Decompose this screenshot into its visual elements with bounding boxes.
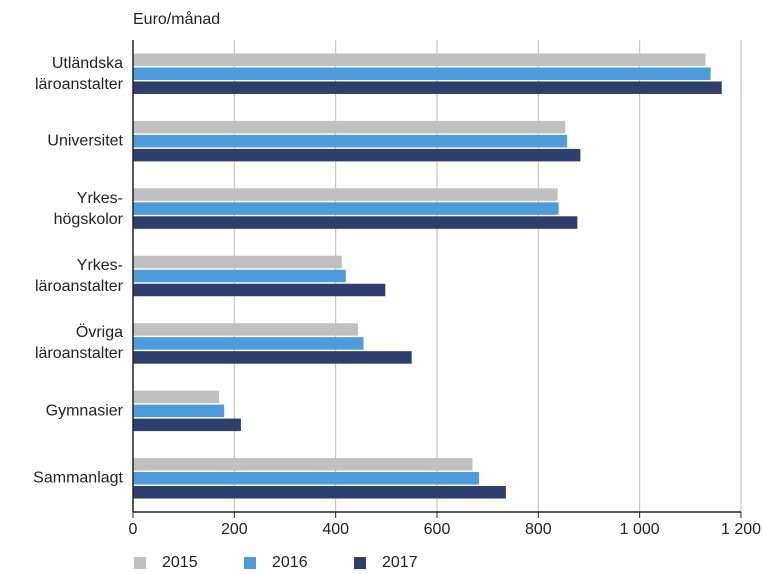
bar <box>133 255 342 269</box>
category-label: Yrkes- högskolor <box>53 189 123 228</box>
legend-swatch <box>354 557 366 569</box>
bar <box>133 351 412 364</box>
bar <box>133 134 568 148</box>
x-tick-label: 0 <box>129 521 138 538</box>
bar <box>133 53 706 66</box>
bar <box>133 323 358 336</box>
legend-label: 2015 <box>162 554 198 571</box>
bar <box>133 202 559 215</box>
legend-label: 2016 <box>272 554 308 571</box>
x-tick-label: 1 000 <box>620 521 660 538</box>
axis-label: Euro/månad <box>133 10 220 28</box>
category-label: Utländska läroanstalter <box>34 54 123 93</box>
x-tick-label: 400 <box>322 521 349 538</box>
category-label: Sammanlagt <box>33 469 123 487</box>
bar <box>133 148 581 162</box>
category-label: Gymnasier <box>45 402 123 420</box>
x-tick-label: 200 <box>221 521 248 538</box>
legend-swatch <box>244 557 256 569</box>
x-tick-label: 800 <box>525 521 552 538</box>
x-tick-label: 600 <box>424 521 451 538</box>
bar <box>133 81 722 94</box>
bar <box>133 458 473 471</box>
category-label: Universitet <box>47 132 123 150</box>
category-label: Övriga läroanstalter <box>34 324 123 363</box>
bar <box>133 486 506 499</box>
bar <box>133 404 225 418</box>
bar <box>133 390 220 404</box>
bar <box>133 188 558 201</box>
bar <box>133 269 346 283</box>
bar <box>133 67 711 80</box>
bar <box>133 283 386 297</box>
bar <box>133 472 480 485</box>
bar <box>133 337 364 350</box>
legend-label: 2017 <box>382 554 418 571</box>
category-label: Yrkes- läroanstalter <box>34 257 123 295</box>
bar <box>133 216 578 229</box>
bar <box>133 120 566 134</box>
bar <box>133 418 241 432</box>
x-tick-label: 1 200 <box>721 521 761 538</box>
legend-swatch <box>134 557 146 569</box>
